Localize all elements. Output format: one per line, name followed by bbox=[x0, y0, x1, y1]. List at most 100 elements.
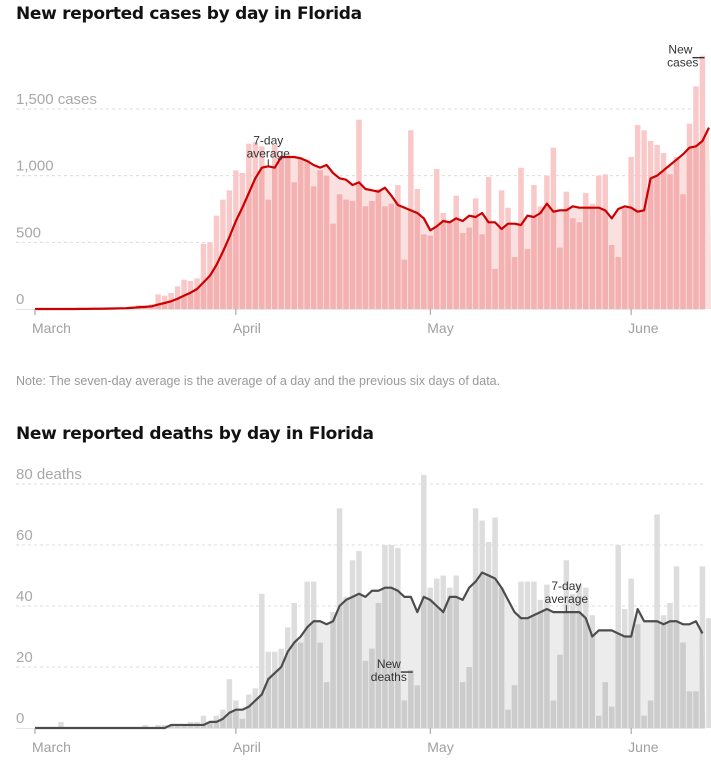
cases-x-tick-label: May bbox=[427, 320, 453, 336]
cases-bar-below-average bbox=[667, 174, 673, 309]
deaths-y-tick-label: 60 bbox=[16, 527, 33, 544]
cases-bar-below-average bbox=[233, 170, 239, 309]
cases-bar-below-average bbox=[466, 227, 472, 309]
cases-bar-below-average bbox=[414, 189, 421, 309]
deaths-bar-below-average bbox=[375, 602, 382, 728]
deaths-bar-below-average bbox=[537, 599, 544, 728]
cases-bar-below-average bbox=[576, 222, 583, 309]
cases-bar-below-average bbox=[608, 245, 615, 309]
deaths-bar-below-average bbox=[492, 572, 498, 728]
deaths-bar-below-average bbox=[278, 648, 284, 728]
cases-bar-below-average bbox=[673, 157, 680, 309]
cases-bar-below-average bbox=[369, 201, 375, 309]
cases-bar-below-average bbox=[485, 177, 492, 309]
cases-bar-below-average bbox=[388, 203, 395, 309]
cases-bar-below-average bbox=[408, 130, 414, 309]
deaths-x-tick-label: March bbox=[32, 739, 71, 755]
deaths-bar-below-average bbox=[239, 718, 246, 728]
cases-bar-below-average bbox=[583, 193, 589, 309]
deaths-bar bbox=[58, 721, 64, 728]
cases-chart-title: New reported cases by day in Florida bbox=[16, 4, 362, 24]
cases-bar-below-average bbox=[453, 195, 459, 309]
deaths-bar-below-average bbox=[388, 572, 395, 728]
deaths-bar-below-average bbox=[466, 667, 472, 728]
deaths-bar-below-average bbox=[168, 724, 174, 728]
cases-bar-below-average bbox=[511, 257, 518, 309]
deaths-bar-below-average bbox=[246, 694, 252, 728]
cases-bar-below-average bbox=[615, 257, 621, 309]
deaths-bar-below-average bbox=[602, 682, 608, 728]
deaths-bar-below-average bbox=[427, 587, 434, 728]
cases-bar-below-average bbox=[259, 146, 265, 309]
cases-bar-below-average bbox=[343, 199, 349, 309]
deaths-bar-below-average bbox=[440, 575, 446, 728]
cases-bar-below-average bbox=[602, 174, 608, 309]
cases-bar-below-average bbox=[330, 223, 336, 309]
cases-bar-below-average bbox=[284, 155, 291, 309]
deaths-bar-below-average bbox=[414, 685, 421, 728]
deaths-bar-below-average bbox=[382, 572, 388, 728]
deaths-bar-below-average bbox=[446, 587, 453, 728]
cases-bar-below-average bbox=[459, 233, 466, 309]
deaths-bar-below-average bbox=[550, 700, 557, 728]
cases-bar-below-average bbox=[278, 155, 284, 309]
deaths-bar-below-average bbox=[544, 584, 550, 728]
cases-average-line bbox=[35, 127, 710, 311]
deaths-x-tick-label: June bbox=[628, 739, 659, 755]
deaths-bar-below-average bbox=[291, 602, 297, 728]
cases-bar-below-average bbox=[596, 175, 602, 309]
cases-x-tick-label: June bbox=[628, 320, 659, 336]
deaths-x-tick-label: May bbox=[427, 739, 453, 755]
cases-bar-below-average bbox=[479, 234, 485, 309]
cases-bar-below-average bbox=[401, 259, 408, 309]
cases-bar-below-average bbox=[550, 147, 557, 309]
cases-y-tick-label: 500 bbox=[16, 224, 41, 241]
cases-bar-below-average bbox=[220, 199, 226, 309]
cases-bar-below-average bbox=[634, 127, 641, 309]
cases-bar-below-average bbox=[589, 203, 596, 309]
deaths-y-tick-label: 40 bbox=[16, 588, 33, 605]
deaths-bar-below-average bbox=[680, 642, 686, 728]
deaths-bar-below-average bbox=[434, 578, 440, 728]
cases-bar-below-average bbox=[563, 191, 570, 309]
deaths-bar-below-average bbox=[498, 587, 505, 728]
deaths-bar-below-average bbox=[336, 572, 343, 728]
cases-annotation-bar: cases bbox=[667, 56, 698, 70]
cases-bar bbox=[181, 279, 187, 309]
cases-bar-below-average bbox=[336, 194, 343, 309]
cases-bar-below-average bbox=[537, 206, 544, 309]
deaths-bar-below-average bbox=[181, 724, 187, 728]
deaths-bar-below-average bbox=[174, 724, 181, 728]
cases-bar-below-average bbox=[362, 206, 369, 309]
cases-bar-below-average bbox=[498, 190, 505, 309]
deaths-bar-below-average bbox=[621, 609, 628, 728]
cases-bar-below-average bbox=[686, 127, 693, 310]
cases-bar-below-average bbox=[680, 194, 686, 309]
cases-bar bbox=[155, 294, 161, 309]
deaths-bar bbox=[161, 724, 168, 728]
deaths-bar-below-average bbox=[524, 581, 531, 728]
deaths-bar-below-average bbox=[634, 624, 641, 728]
deaths-y-tick-label: 80 deaths bbox=[16, 466, 82, 483]
deaths-bar-below-average bbox=[369, 648, 375, 728]
cases-bar bbox=[213, 215, 220, 309]
deaths-bar-below-average bbox=[583, 587, 589, 728]
deaths-bar-below-average bbox=[518, 581, 524, 728]
deaths-bar-below-average bbox=[330, 612, 336, 728]
cases-bar-below-average bbox=[440, 213, 446, 309]
cases-bar-below-average bbox=[272, 145, 278, 309]
cases-bar-below-average bbox=[187, 281, 194, 309]
deaths-bar-below-average bbox=[472, 572, 479, 728]
cases-bar-below-average bbox=[446, 221, 453, 309]
deaths-bar-below-average bbox=[284, 627, 291, 728]
deaths-bar-below-average bbox=[459, 682, 466, 728]
deaths-bar-below-average bbox=[615, 572, 621, 728]
cases-bar-below-average bbox=[654, 145, 660, 309]
cases-bar-below-average bbox=[641, 130, 647, 309]
cases-bar-below-average bbox=[647, 141, 654, 309]
deaths-bar-below-average bbox=[207, 721, 213, 728]
deaths-annotation-bar: deaths bbox=[371, 670, 407, 684]
deaths-bar-below-average bbox=[563, 572, 570, 728]
cases-x-tick-label: March bbox=[32, 320, 71, 336]
deaths-bar-below-average bbox=[647, 700, 654, 728]
